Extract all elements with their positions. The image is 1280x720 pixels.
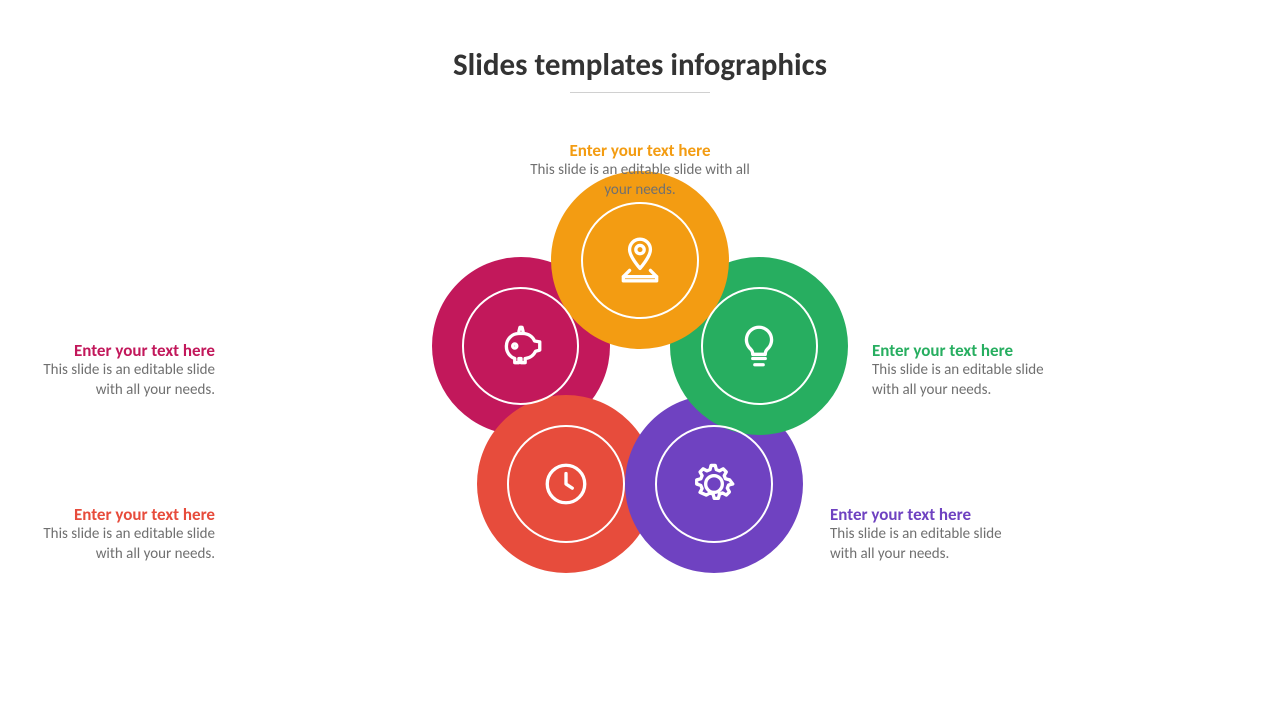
caption-red: Enter your text hereThis slide is an edi… <box>15 504 215 564</box>
slide: { "layout": { "title": { "text": "Slides… <box>0 0 1280 720</box>
caption-red-title: Enter your text here <box>15 504 215 525</box>
caption-pink-body: This slide is an editable slide with all… <box>15 361 215 400</box>
caption-orange-body: This slide is an editable slide with all… <box>520 161 760 200</box>
caption-orange: Enter your text hereThis slide is an edi… <box>520 140 760 200</box>
caption-red-body: This slide is an editable slide with all… <box>15 525 215 564</box>
clock-icon <box>541 459 591 509</box>
caption-green-body: This slide is an editable slide with all… <box>872 361 1072 400</box>
caption-purple-title: Enter your text here <box>830 504 1030 525</box>
piggy-icon <box>496 321 546 371</box>
map-pin-icon <box>615 235 665 285</box>
caption-green-title: Enter your text here <box>872 340 1072 361</box>
caption-purple-body: This slide is an editable slide with all… <box>830 525 1030 564</box>
title-underline <box>570 92 710 93</box>
slide-title: Slides templates infographics <box>453 46 827 84</box>
caption-pink: Enter your text hereThis slide is an edi… <box>15 340 215 400</box>
caption-green: Enter your text hereThis slide is an edi… <box>872 340 1072 400</box>
caption-pink-title: Enter your text here <box>15 340 215 361</box>
gear-icon <box>689 459 739 509</box>
infographic-stage <box>420 168 860 608</box>
caption-orange-title: Enter your text here <box>520 140 760 161</box>
caption-purple: Enter your text hereThis slide is an edi… <box>830 504 1030 564</box>
bulb-icon <box>734 321 784 371</box>
